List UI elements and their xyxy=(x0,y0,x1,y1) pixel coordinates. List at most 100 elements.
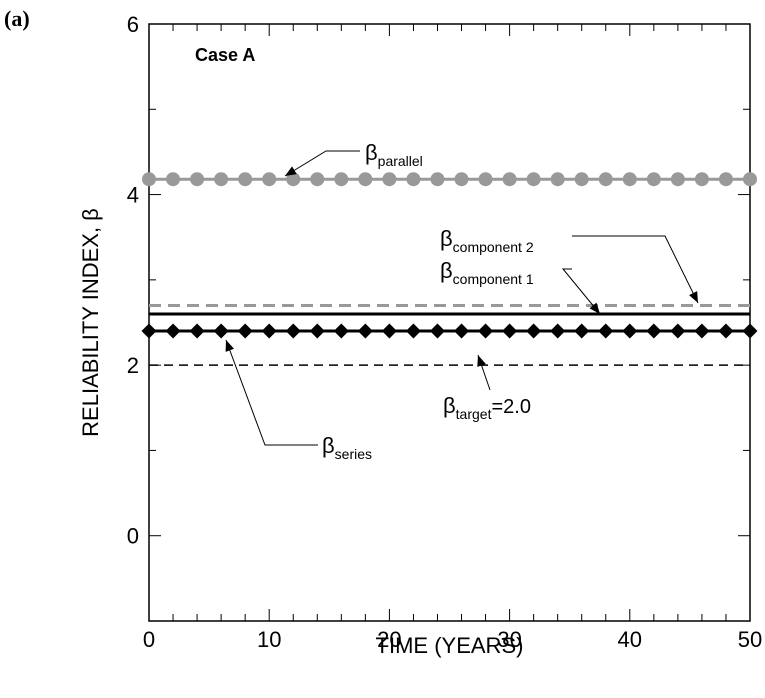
circle-marker xyxy=(502,172,517,187)
leader-line xyxy=(225,339,318,446)
label-subscript: parallel xyxy=(378,153,423,169)
label-symbol: β xyxy=(440,226,453,251)
circle-marker xyxy=(454,172,469,187)
circle-marker xyxy=(238,172,253,187)
leader-line xyxy=(284,150,360,177)
circle-marker xyxy=(670,172,685,187)
diamond-marker xyxy=(333,323,349,339)
x-tick-label: 10 xyxy=(257,627,281,652)
arrowhead xyxy=(477,355,486,367)
diamond-marker xyxy=(381,323,397,339)
diamond-marker xyxy=(718,323,734,339)
diamond-marker xyxy=(141,323,157,339)
diamond-marker xyxy=(598,323,614,339)
diamond-marker xyxy=(478,323,494,339)
diamond-marker xyxy=(165,323,181,339)
circle-marker xyxy=(743,172,757,187)
y-tick-label: 6 xyxy=(127,12,139,37)
circle-marker xyxy=(142,172,156,187)
circle-marker xyxy=(574,172,589,187)
diamond-marker xyxy=(454,323,470,339)
y-tick-label: 0 xyxy=(127,524,139,549)
circle-marker xyxy=(382,172,397,187)
plot-area-border xyxy=(148,23,751,622)
circle-marker xyxy=(478,172,493,187)
y-axis-title: RELIABILITY INDEX, β xyxy=(78,208,103,437)
x-axis-title: TIME (YEARS) xyxy=(376,633,524,658)
circle-marker xyxy=(646,172,661,187)
circle-marker xyxy=(526,172,541,187)
label-subscript: component 1 xyxy=(453,271,534,287)
circle-marker xyxy=(406,172,421,187)
diamond-marker xyxy=(189,323,205,339)
series-series xyxy=(141,323,758,339)
series-label: βparallel xyxy=(365,140,423,169)
x-tick-label: 30 xyxy=(497,627,521,652)
diamond-marker xyxy=(526,323,542,339)
series-label: βtarget=2.0 xyxy=(443,393,531,422)
diamond-marker xyxy=(670,323,686,339)
circle-marker xyxy=(358,172,373,187)
label-symbol: β xyxy=(365,140,378,165)
x-tick-label: 50 xyxy=(738,627,762,652)
circle-marker xyxy=(310,172,325,187)
y-tick-label: 2 xyxy=(127,353,139,378)
label-subscript: component 2 xyxy=(453,239,534,255)
circle-marker xyxy=(430,172,445,187)
series-label: βseries xyxy=(322,433,372,462)
circle-marker xyxy=(190,172,205,187)
series-layer xyxy=(141,172,758,366)
label-symbol: β xyxy=(440,258,453,283)
circle-marker xyxy=(286,172,301,187)
diamond-marker xyxy=(213,323,229,339)
circle-marker xyxy=(166,172,181,187)
diamond-marker xyxy=(261,323,277,339)
x-tick-label: 20 xyxy=(377,627,401,652)
label-series: βseries xyxy=(225,339,372,462)
label-subscript: series xyxy=(335,446,372,462)
circle-marker xyxy=(550,172,565,187)
diamond-marker xyxy=(237,323,253,339)
series-parallel xyxy=(142,172,757,187)
arrowhead xyxy=(285,166,297,176)
circle-marker xyxy=(622,172,637,187)
label-symbol: β xyxy=(322,433,335,458)
diamond-marker xyxy=(502,323,518,339)
circle-marker xyxy=(262,172,277,187)
circle-marker xyxy=(694,172,709,187)
circle-marker xyxy=(718,172,733,187)
diamond-marker xyxy=(357,323,373,339)
label-component-2: βcomponent 2 xyxy=(440,226,699,304)
series-label: βcomponent 1 xyxy=(440,258,534,287)
series-label: βcomponent 2 xyxy=(440,226,534,255)
diamond-marker xyxy=(646,323,662,339)
diamond-marker xyxy=(550,323,566,339)
diamond-marker xyxy=(742,323,758,339)
x-tick-label: 0 xyxy=(143,627,155,652)
diamond-marker xyxy=(285,323,301,339)
arrowhead xyxy=(225,340,235,352)
label-subscript: target xyxy=(456,406,492,422)
circle-marker xyxy=(214,172,229,187)
panel-label: (a) xyxy=(4,6,30,31)
diamond-marker xyxy=(574,323,590,339)
diamond-marker xyxy=(405,323,421,339)
label-component-1: βcomponent 1 xyxy=(440,258,601,315)
label-suffix: =2.0 xyxy=(491,396,530,418)
case-label: Case A xyxy=(195,45,255,65)
circle-marker xyxy=(334,172,349,187)
label-target: βtarget=2.0 xyxy=(443,354,531,422)
x-tick-label: 40 xyxy=(618,627,642,652)
arrowhead xyxy=(589,302,600,314)
diamond-marker xyxy=(694,323,710,339)
y-tick-label: 4 xyxy=(127,183,139,208)
label-parallel: βparallel xyxy=(284,140,423,177)
diamond-marker xyxy=(622,323,638,339)
diamond-marker xyxy=(309,323,325,339)
leader-line xyxy=(572,235,699,304)
diamond-marker xyxy=(429,323,445,339)
arrowhead xyxy=(689,291,698,303)
label-symbol: β xyxy=(443,393,456,418)
